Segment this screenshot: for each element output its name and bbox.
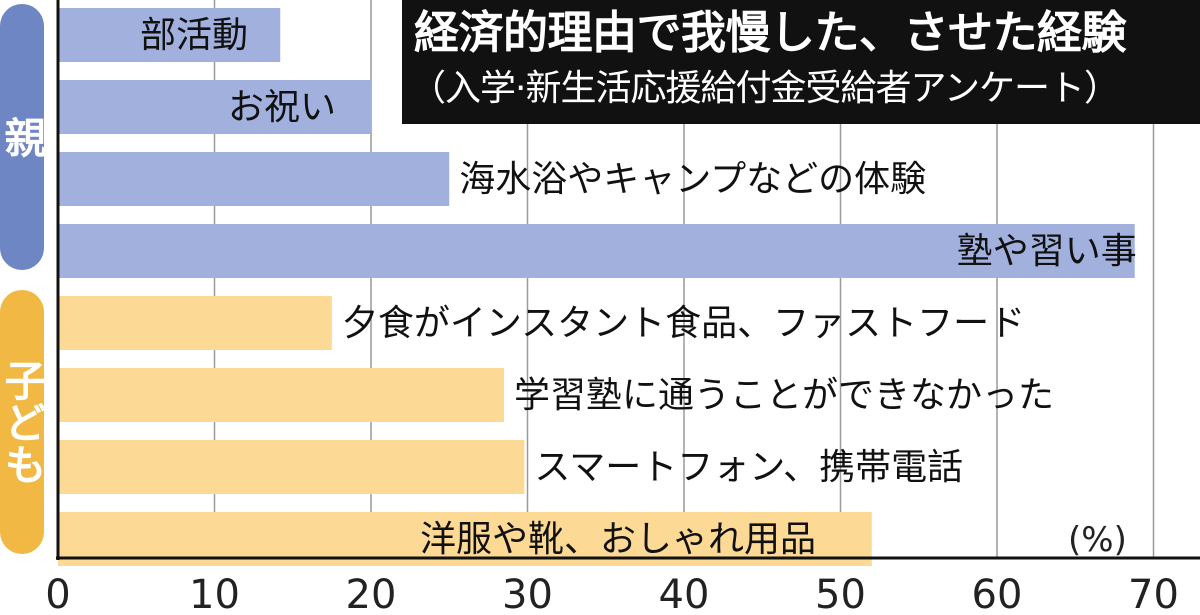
bar-label: 洋服や靴、おしゃれ用品 <box>420 519 816 560</box>
x-tick-label: 30 <box>502 572 553 615</box>
bar <box>58 440 525 494</box>
bar-label: スマートフォン、携帯電話 <box>534 447 963 488</box>
x-tick-label: 20 <box>346 572 397 615</box>
bar <box>58 80 371 134</box>
bar <box>58 8 281 62</box>
bar-label: 学習塾に通うことができなかった <box>514 375 1054 416</box>
unit-label: (%) <box>1068 520 1127 560</box>
bar <box>58 152 450 206</box>
bar-label: 塾や習い事 <box>957 231 1137 272</box>
bar <box>58 296 332 350</box>
x-tick-label: 70 <box>1128 572 1179 615</box>
x-tick-label: 50 <box>815 572 866 615</box>
x-tick-label: 40 <box>659 572 710 615</box>
x-tick-label: 10 <box>189 572 240 615</box>
x-tick-label: 0 <box>45 572 70 615</box>
x-tick-label: 60 <box>972 572 1023 615</box>
bar <box>58 224 1135 278</box>
chart-title: 経済的理由で我慢した、させた経験 <box>414 6 1127 59</box>
bar-label: お祝い <box>228 87 336 128</box>
chart-subtitle: （入学·新生活応援給付金受給者アンケート） <box>410 68 1120 109</box>
title-box: 経済的理由で我慢した、させた経験 （入学·新生活応援給付金受給者アンケート） <box>402 0 1200 124</box>
group-label-parent: 親 <box>0 4 47 270</box>
bar-label: 部活動 <box>140 15 248 56</box>
bar-label: 夕食がインスタント食品、ファストフード <box>342 303 1025 344</box>
bar-label: 海水浴やキャンプなどの体験 <box>459 159 926 200</box>
group-label-child: 子ども <box>0 290 47 554</box>
bar <box>58 368 505 422</box>
